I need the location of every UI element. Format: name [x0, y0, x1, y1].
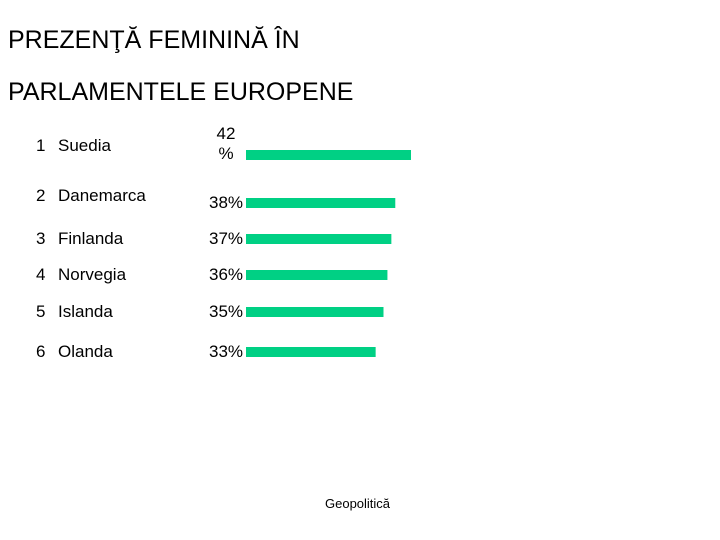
category-name: Danemarca	[58, 186, 146, 205]
value-label: 33%	[209, 342, 244, 361]
rank-label: 1	[36, 136, 46, 155]
rank-label: 3	[36, 229, 46, 248]
rank-label: 2	[36, 186, 46, 205]
bar-islanda	[246, 307, 384, 317]
category-label: 1 Suedia	[36, 136, 111, 156]
value-label: 42 %	[216, 124, 236, 163]
category-label: 5 Islanda	[36, 302, 113, 322]
category-name: Suedia	[58, 136, 111, 155]
value-label: 37%	[209, 229, 244, 248]
value-label: 36%	[209, 265, 244, 284]
category-name: Finlanda	[58, 229, 124, 248]
rank-label: 5	[36, 302, 46, 321]
bar-danemarca	[246, 198, 396, 208]
bar-olanda	[246, 347, 376, 357]
bar-suedia	[246, 150, 411, 160]
category-label: 3 Finlanda	[36, 229, 123, 249]
category-label: 6 Olanda	[36, 342, 113, 362]
footer-source: Geopolitică	[325, 496, 391, 511]
bar-norvegia	[246, 270, 388, 280]
rank-label: 4	[36, 265, 46, 284]
chart-title-line-1: PREZENŢĂ FEMININĂ ÎN	[8, 26, 300, 54]
category-name: Islanda	[58, 302, 113, 321]
value-label: 38%	[209, 193, 244, 212]
category-name: Norvegia	[58, 265, 127, 284]
category-name: Olanda	[58, 342, 113, 361]
category-label: 4 Norvegia	[36, 265, 126, 285]
bar-finlanda	[246, 234, 392, 244]
chart-title-line-2: PARLAMENTELE EUROPENE	[8, 78, 354, 106]
value-label: 35%	[209, 302, 244, 321]
category-label: 2 Danemarca	[36, 186, 146, 206]
rank-label: 6	[36, 342, 46, 361]
